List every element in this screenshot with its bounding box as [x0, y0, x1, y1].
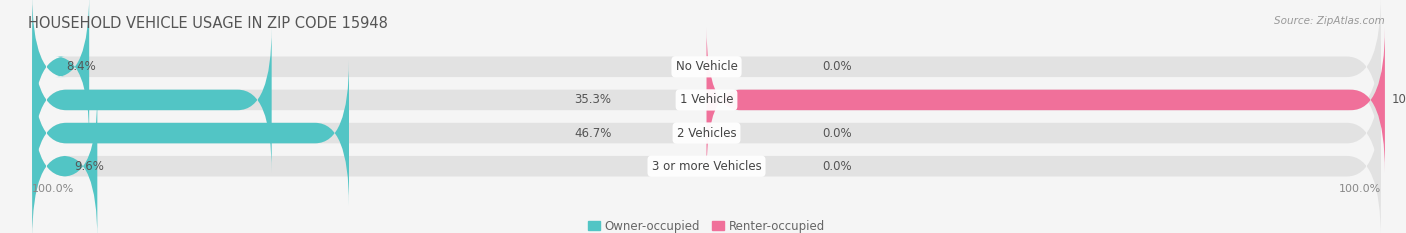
Text: 100.0%: 100.0%	[32, 184, 75, 194]
FancyBboxPatch shape	[32, 27, 1381, 172]
FancyBboxPatch shape	[32, 27, 271, 172]
Text: 0.0%: 0.0%	[823, 160, 852, 173]
Text: 0.0%: 0.0%	[823, 127, 852, 140]
FancyBboxPatch shape	[32, 61, 1381, 206]
FancyBboxPatch shape	[32, 0, 89, 139]
Legend: Owner-occupied, Renter-occupied: Owner-occupied, Renter-occupied	[588, 220, 825, 233]
FancyBboxPatch shape	[707, 27, 1385, 172]
FancyBboxPatch shape	[32, 94, 97, 233]
Text: 100.0%: 100.0%	[1339, 184, 1381, 194]
Text: Source: ZipAtlas.com: Source: ZipAtlas.com	[1274, 16, 1385, 26]
Text: 1 Vehicle: 1 Vehicle	[679, 93, 734, 106]
Text: No Vehicle: No Vehicle	[675, 60, 738, 73]
Text: 0.0%: 0.0%	[823, 60, 852, 73]
Text: 9.6%: 9.6%	[75, 160, 104, 173]
FancyBboxPatch shape	[32, 94, 1381, 233]
Text: 2 Vehicles: 2 Vehicles	[676, 127, 737, 140]
Text: 100.0%: 100.0%	[1392, 93, 1406, 106]
Text: 3 or more Vehicles: 3 or more Vehicles	[651, 160, 762, 173]
Text: 8.4%: 8.4%	[66, 60, 96, 73]
Text: 46.7%: 46.7%	[574, 127, 612, 140]
Text: 35.3%: 35.3%	[575, 93, 612, 106]
Text: HOUSEHOLD VEHICLE USAGE IN ZIP CODE 15948: HOUSEHOLD VEHICLE USAGE IN ZIP CODE 1594…	[28, 16, 388, 31]
FancyBboxPatch shape	[32, 0, 1381, 139]
FancyBboxPatch shape	[32, 61, 349, 206]
